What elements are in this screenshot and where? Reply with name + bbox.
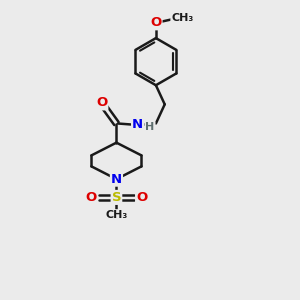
Text: N: N: [132, 118, 143, 131]
Text: O: O: [96, 96, 107, 110]
Text: O: O: [150, 16, 161, 29]
Text: S: S: [112, 191, 121, 204]
Text: O: O: [85, 191, 97, 204]
Text: O: O: [136, 191, 147, 204]
Text: H: H: [146, 122, 154, 132]
Text: CH₃: CH₃: [105, 210, 128, 220]
Text: CH₃: CH₃: [171, 14, 194, 23]
Text: N: N: [111, 173, 122, 186]
